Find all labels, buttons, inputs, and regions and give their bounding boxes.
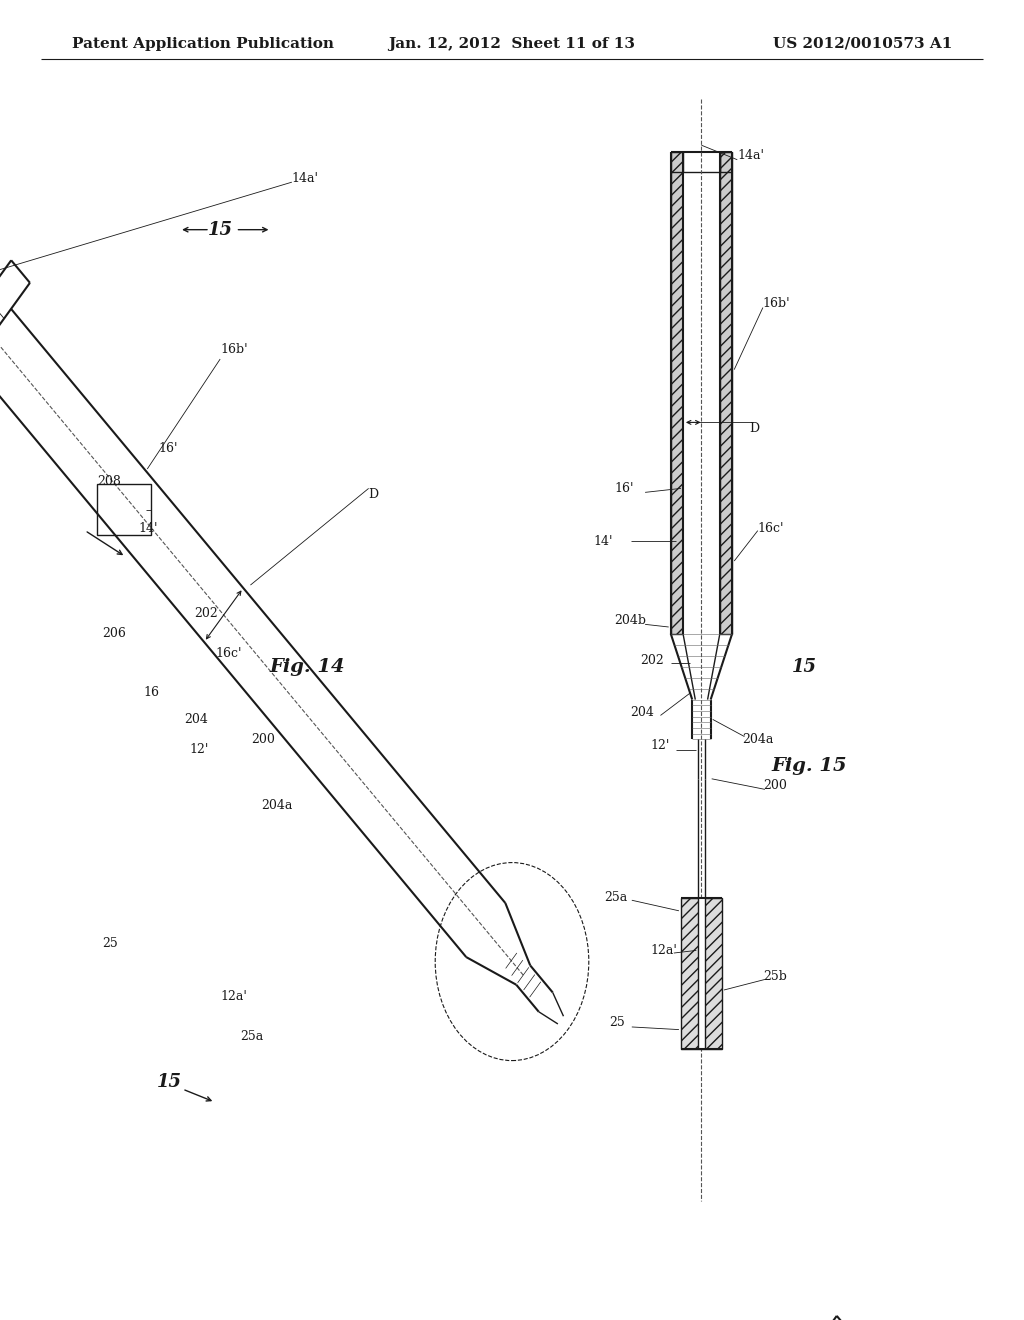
Text: 16': 16' [614, 482, 634, 495]
Text: Patent Application Publication: Patent Application Publication [72, 37, 334, 51]
Text: 25: 25 [609, 1016, 625, 1030]
Bar [683, 152, 720, 634]
Text: 14a': 14a' [737, 149, 764, 162]
Bar [671, 152, 683, 634]
Bar [697, 898, 706, 1049]
Text: 204: 204 [184, 713, 208, 726]
Text: 206: 206 [102, 627, 126, 640]
Text: US 2012/0010573 A1: US 2012/0010573 A1 [773, 37, 952, 51]
Text: 25a: 25a [604, 891, 628, 904]
Text: 204: 204 [630, 706, 653, 719]
Bar [97, 484, 151, 535]
Text: 12': 12' [650, 739, 670, 752]
Text: 12a': 12a' [220, 990, 247, 1003]
Text: 208: 208 [97, 475, 121, 488]
Text: 15: 15 [208, 220, 232, 239]
Text: 16': 16' [159, 442, 178, 455]
Text: 16c': 16c' [758, 521, 784, 535]
Text: 12': 12' [189, 743, 209, 756]
Text: 14a': 14a' [292, 172, 318, 185]
Text: 25a: 25a [241, 1030, 264, 1043]
Text: 12a': 12a' [650, 944, 677, 957]
Text: 204a: 204a [742, 733, 774, 746]
Text: 25: 25 [102, 937, 118, 950]
Text: 16b': 16b' [763, 297, 791, 310]
Text: 202: 202 [640, 653, 664, 667]
Text: 15: 15 [157, 1073, 181, 1092]
Text: 200: 200 [251, 733, 274, 746]
Text: 16c': 16c' [215, 647, 242, 660]
Text: 200: 200 [763, 779, 786, 792]
Text: 14': 14' [138, 521, 158, 535]
Text: 15: 15 [792, 657, 816, 676]
Text: Jan. 12, 2012  Sheet 11 of 13: Jan. 12, 2012 Sheet 11 of 13 [388, 37, 636, 51]
Text: D: D [750, 422, 760, 436]
Bar [681, 898, 722, 1049]
Text: 202: 202 [195, 607, 218, 620]
Text: 204b: 204b [614, 614, 646, 627]
Text: 16: 16 [143, 686, 160, 700]
Text: 14': 14' [594, 535, 613, 548]
Text: 204a: 204a [261, 799, 293, 812]
Text: Fig. 14: Fig. 14 [269, 657, 345, 676]
Text: 16b': 16b' [220, 343, 248, 356]
Text: Fig. 15: Fig. 15 [771, 756, 847, 775]
Text: D: D [369, 488, 379, 502]
Text: 25b: 25b [763, 970, 786, 983]
Bar [720, 152, 732, 634]
